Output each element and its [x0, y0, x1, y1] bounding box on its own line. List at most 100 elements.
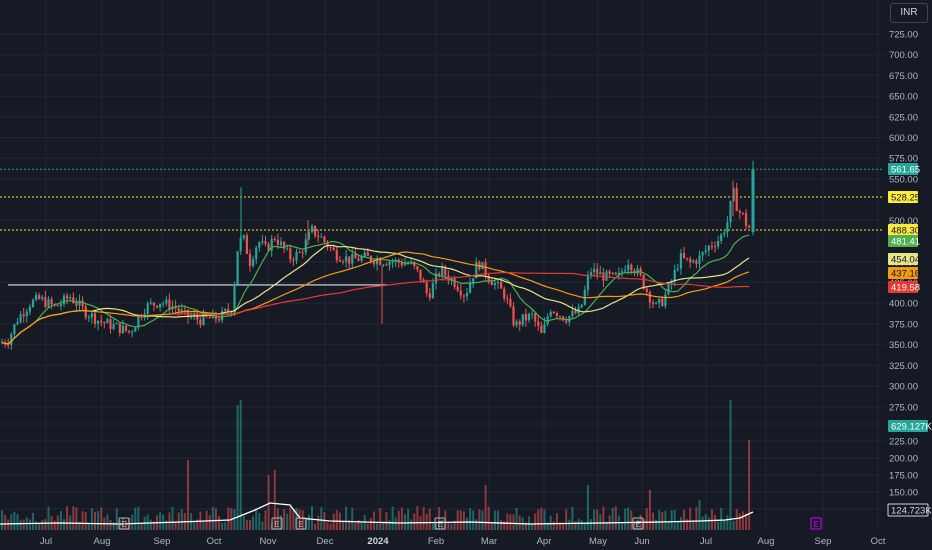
- candle-body: [84, 306, 87, 318]
- volume-bar: [686, 519, 689, 530]
- volume-bar: [695, 507, 698, 530]
- volume-bar: [44, 519, 47, 530]
- candle-body: [555, 313, 558, 317]
- candle-body: [531, 313, 534, 315]
- candle-body: [527, 313, 531, 321]
- candle-body: [382, 264, 385, 266]
- candle-body: [667, 284, 670, 295]
- candle-body: [698, 255, 701, 264]
- candle-body: [345, 256, 348, 262]
- candle-body: [642, 274, 645, 289]
- volume-bar: [264, 510, 267, 530]
- candle-body: [304, 239, 307, 253]
- candle-body: [416, 266, 419, 270]
- volume-bar: [326, 522, 329, 530]
- volume-bar: [602, 506, 605, 530]
- candle-body: [735, 188, 738, 212]
- candle-body: [472, 278, 475, 284]
- price-axis-tick: 600.00: [889, 133, 918, 144]
- candle-body: [500, 281, 503, 289]
- candle-body: [320, 236, 323, 238]
- volume-bar: [283, 509, 286, 530]
- candle-body: [679, 253, 682, 269]
- volume-bar: [701, 516, 704, 530]
- event-icon-label: E: [274, 520, 279, 529]
- volume-bar: [673, 510, 676, 530]
- candle-body: [152, 302, 155, 306]
- volume-bar: [534, 513, 537, 530]
- candle-body: [183, 309, 186, 311]
- volume-bar: [118, 519, 121, 530]
- candle-body: [128, 330, 131, 332]
- volume-bar: [38, 523, 41, 530]
- candle-body: [332, 247, 335, 251]
- volume-bar: [379, 508, 382, 530]
- volume-bar: [208, 515, 211, 530]
- volume-bar: [605, 522, 608, 530]
- candle-body: [506, 298, 509, 300]
- volume-bar: [273, 470, 276, 530]
- event-icon-label: E: [437, 520, 442, 529]
- price-axis-label: 419.58: [888, 281, 920, 294]
- candle-body: [50, 299, 53, 305]
- volume-bar: [165, 520, 168, 530]
- volume-bar: [413, 513, 416, 530]
- volume-bar: [469, 508, 472, 530]
- volume-bar: [13, 511, 16, 530]
- volume-bar: [435, 523, 437, 530]
- volume-bar: [376, 523, 379, 530]
- volume-bar: [456, 510, 459, 530]
- candle-body: [307, 232, 310, 240]
- candle-body: [732, 188, 735, 201]
- price-axis-tick: 650.00: [889, 92, 918, 103]
- candle-body: [236, 251, 239, 285]
- candle-body: [10, 334, 13, 345]
- volume-bar: [100, 507, 103, 530]
- candle-body: [496, 281, 500, 284]
- candle-body: [558, 316, 562, 318]
- volume-bar: [645, 508, 648, 530]
- candle-body: [673, 269, 676, 282]
- volume-bar: [562, 522, 565, 530]
- volume-bar: [286, 513, 289, 530]
- volume-bar: [59, 510, 62, 530]
- volume-bar: [180, 509, 183, 530]
- candle-body: [90, 313, 93, 318]
- price-axis-tick: 400.00: [889, 299, 918, 310]
- price-axis-tick: 675.00: [889, 71, 918, 82]
- volume-bar: [342, 520, 344, 530]
- candle-body: [87, 317, 90, 319]
- candle-body: [106, 319, 109, 324]
- candle-body: [465, 292, 469, 297]
- volume-bar: [428, 508, 431, 530]
- candle-body: [121, 325, 124, 334]
- candle-body: [255, 247, 258, 260]
- candle-body: [335, 250, 338, 261]
- volume-bar: [249, 519, 251, 530]
- volume-bar: [611, 507, 614, 530]
- candle-body: [326, 241, 329, 248]
- volume-bar: [320, 507, 323, 530]
- earnings-event-icon: E: [632, 517, 644, 530]
- candle-body: [168, 299, 171, 310]
- volume-bar: [552, 521, 555, 530]
- candle-body: [744, 213, 748, 227]
- candle-body: [565, 320, 568, 323]
- volume-bar: [115, 508, 118, 530]
- volume-bar: [171, 507, 174, 530]
- volume-bar: [586, 485, 589, 530]
- candle-body: [221, 310, 224, 321]
- ma-slow-line: [172, 271, 750, 316]
- time-axis-tick: Feb: [428, 536, 444, 547]
- volume-bar: [490, 522, 493, 530]
- price-label-bg: [888, 235, 918, 247]
- currency-selector[interactable]: INR: [890, 3, 928, 23]
- volume-bar: [565, 509, 568, 530]
- candle-body: [717, 240, 720, 247]
- volume-bar: [459, 510, 462, 530]
- candle-body: [245, 235, 248, 254]
- candle-body: [112, 324, 115, 329]
